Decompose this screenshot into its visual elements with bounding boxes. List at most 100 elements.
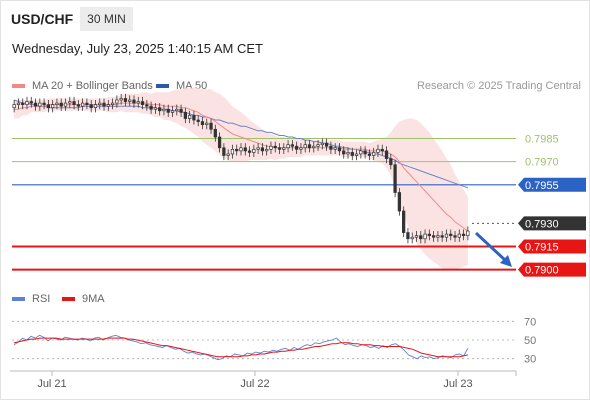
candle-body [76, 104, 80, 107]
candle-body [316, 144, 320, 147]
ma50-swatch [156, 84, 169, 88]
credit-text: Research © 2025 Trading Central [416, 80, 581, 92]
candle-body [55, 102, 59, 105]
candle-body [324, 142, 329, 147]
candle-body [320, 142, 324, 146]
candle-body [209, 122, 213, 130]
candle-body [16, 102, 21, 105]
candle-body [93, 104, 98, 109]
candle-body [290, 144, 294, 147]
candle-body [222, 147, 226, 156]
rsi-tick-label: 50 [524, 335, 536, 347]
level-label-0.7915: 0.7915 [525, 241, 559, 253]
candle-body [265, 148, 269, 152]
level-label-0.7985: 0.7985 [525, 134, 559, 146]
candle-body [307, 144, 312, 149]
rsi-swatch [12, 297, 25, 301]
candle-body [380, 148, 384, 152]
candle-body [230, 148, 235, 155]
candle-body [444, 233, 449, 238]
level-label-0.7970: 0.7970 [525, 157, 559, 169]
candle-body [431, 235, 436, 238]
candle-body [372, 152, 376, 156]
candle-body [217, 136, 222, 149]
rsi-ma-line [13, 337, 469, 358]
candle-body [166, 108, 170, 113]
candle-body [342, 150, 346, 155]
candle-body [440, 235, 444, 238]
legend-ma20: MA 20 + Bollinger Bands [12, 80, 153, 92]
x-tick-label: Jul 23 [443, 378, 472, 390]
candle-body [350, 152, 354, 156]
candle-body [393, 164, 397, 193]
candle-body [46, 104, 51, 109]
candle-body [158, 107, 162, 112]
candle-body [260, 147, 265, 152]
candle-body [132, 99, 136, 104]
candle-body [188, 115, 192, 119]
candle-body [354, 153, 359, 156]
candle-body [119, 98, 123, 101]
candle-body [376, 148, 380, 153]
candle-body [145, 104, 149, 107]
candle-body [337, 147, 342, 152]
datetime-label: Wednesday, July 23, 2025 1:40:15 AM CET [12, 41, 263, 56]
candle-body [140, 101, 145, 105]
candle-body [170, 110, 175, 113]
candle-body [303, 144, 307, 149]
level-label-0.7900: 0.7900 [525, 265, 559, 277]
candle-body [295, 145, 299, 150]
candle-body [136, 101, 140, 104]
candle-body [29, 101, 33, 104]
candle-body [128, 99, 132, 102]
candle-body [247, 150, 252, 153]
timeframe-badge[interactable]: 30 MIN [80, 7, 133, 31]
candle-body [38, 102, 42, 107]
candle-body [183, 111, 187, 119]
rsi-tick-label: 30 [524, 354, 536, 366]
candle-body [162, 108, 166, 112]
candle-body [453, 235, 457, 238]
candle-body [226, 153, 230, 156]
legend-9ma-label: 9MA [82, 293, 105, 305]
candle-body [402, 210, 406, 233]
level-tag-0.7900 [518, 262, 586, 277]
candle-body [115, 99, 119, 104]
candle-body [243, 147, 247, 152]
candle-body [89, 104, 93, 109]
rsi-line [13, 334, 469, 361]
rsi-tick-label: 70 [524, 316, 536, 328]
legend-ma20-label: MA 20 + Bollinger Bands [32, 80, 153, 92]
candle-body [269, 145, 273, 150]
candle-body [213, 128, 217, 138]
candle-body [299, 147, 303, 150]
candle-body [414, 235, 419, 238]
candle-body [277, 147, 282, 150]
candle-body [33, 102, 38, 107]
legend-9ma: 9MA [62, 293, 105, 305]
candle-body [359, 150, 363, 155]
candle-body [367, 153, 372, 156]
candle-body [106, 104, 110, 107]
candle-body [102, 102, 106, 107]
x-tick-label: Jul 22 [240, 378, 269, 390]
legend-rsi: RSI [12, 293, 50, 305]
level-tag-0.7930 [518, 216, 586, 231]
candle-body [21, 102, 25, 105]
candle-body [68, 101, 72, 104]
candle-body [85, 102, 89, 105]
candle-body [273, 145, 277, 149]
candle-body [329, 145, 333, 150]
candle-body [252, 148, 256, 153]
ma20-swatch [12, 84, 25, 88]
candle-body [110, 102, 115, 105]
candle-body [384, 150, 389, 159]
candle-body [346, 152, 350, 155]
candle-body [461, 233, 466, 237]
candle-body [175, 108, 179, 112]
candle-body [51, 104, 55, 109]
level-tag-0.7915 [518, 239, 586, 254]
level-tag-0.7955 [518, 177, 586, 192]
candle-body [235, 148, 239, 152]
x-tick-label: Jul 21 [37, 378, 66, 390]
